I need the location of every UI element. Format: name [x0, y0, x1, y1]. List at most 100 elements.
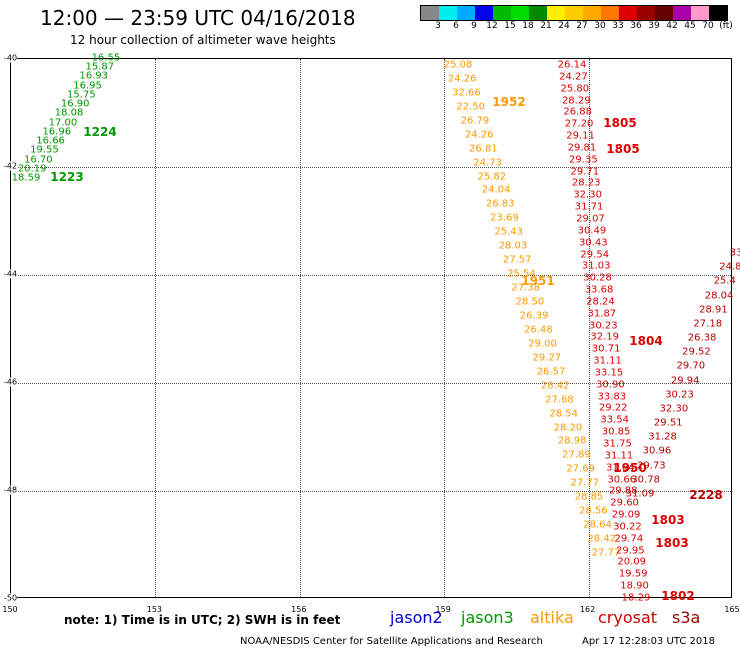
legend-label: 24 — [558, 21, 570, 31]
wave-height-label: 27.77 — [591, 547, 621, 559]
x-tick-label: 165 — [724, 605, 740, 614]
wave-height-label: 25.43 — [494, 226, 524, 238]
wave-height-label: 29.11 — [566, 130, 595, 142]
wave-height-label: 30.49 — [577, 225, 607, 237]
wave-height-label: 27.57 — [502, 254, 532, 266]
pass-time-label: 1224 — [83, 125, 117, 139]
wave-height-label: 30.23 — [588, 320, 618, 332]
wave-height-label: 28.24 — [586, 296, 615, 308]
wave-height-label: 28.64 — [583, 519, 612, 531]
grid-line — [11, 167, 731, 168]
wave-height-label: 15.75 — [67, 89, 96, 101]
wave-height-label: 29.00 — [528, 338, 557, 350]
wave-height-label: 19.59 — [618, 568, 648, 580]
grid-line — [444, 59, 446, 597]
wave-height-label: 28.54 — [549, 408, 579, 420]
wave-height-label: 25.82 — [477, 171, 507, 183]
wave-height-label: 29.88 — [608, 485, 638, 497]
wave-height-label: 30.66 — [607, 474, 637, 486]
map-plot-area — [10, 58, 732, 598]
legend-swatch — [421, 6, 439, 20]
page-title: 12:00 — 23:59 UTC 04/16/2018 — [40, 6, 356, 30]
wave-height-label: 28.23 — [571, 177, 601, 189]
wave-height-label: 24.26 — [464, 129, 494, 141]
wave-height-label: 33.83 — [597, 391, 627, 403]
wave-height-label: 31.71 — [574, 201, 604, 213]
wave-height-label: 31.03 — [581, 260, 611, 272]
wave-height-label: 25.80 — [560, 83, 590, 95]
wave-height-label: 28.85 — [574, 491, 604, 503]
y-tick-label: -42 — [4, 161, 18, 171]
wave-height-label: 25.54 — [507, 268, 536, 280]
legend-label: 45 — [684, 21, 696, 31]
wave-height-label: 22.50 — [456, 101, 485, 113]
wave-height-label: 31.75 — [603, 438, 632, 450]
x-tick-label: 150 — [2, 605, 18, 614]
pass-time-label: 1802 — [661, 589, 695, 603]
wave-height-label: 18.90 — [620, 580, 649, 592]
grid-line — [11, 383, 731, 384]
y-tick-label: -40 — [4, 53, 18, 63]
x-tick-label: 159 — [435, 605, 451, 614]
wave-height-label: 33.68 — [584, 284, 614, 296]
wave-height-label: 20.19 — [17, 163, 47, 175]
wave-height-label: 24.27 — [559, 71, 588, 83]
wave-height-label: 28.91 — [699, 304, 728, 316]
x-tick-label: 162 — [579, 605, 596, 614]
wave-height-label: 15.87 — [85, 61, 115, 73]
pass-time-label: 1950 — [613, 461, 647, 475]
wave-height-label: 16.95 — [73, 80, 102, 92]
satellite-legend-jason3: jason3 — [461, 608, 514, 627]
legend-swatch — [565, 6, 583, 20]
legend-label: 27 — [576, 21, 588, 31]
wave-height-label: 29.74 — [614, 533, 644, 545]
y-tick-label: -50 — [4, 593, 18, 603]
wave-height-label: 18.29 — [621, 592, 651, 604]
pass-time-label: 1805 — [603, 116, 637, 130]
wave-height-label: 26.81 — [469, 143, 498, 155]
wave-height-label: 31.64 — [606, 462, 635, 474]
pass-time-label: 1804 — [629, 334, 663, 348]
wave-height-label: 20.09 — [617, 556, 647, 568]
satellite-legend-s3a: s3a — [672, 608, 701, 627]
wave-height-label: 29.07 — [576, 213, 605, 225]
wave-height-label: 27.20 — [564, 118, 594, 130]
pass-time-label: 2228 — [689, 488, 723, 502]
wave-height-label: 27.68 — [545, 394, 574, 406]
grid-line — [299, 59, 301, 597]
wave-height-label: 18.59 — [11, 172, 41, 184]
wave-height-label: 28.42 — [587, 533, 617, 545]
wave-height-label: 26.14 — [557, 59, 587, 71]
legend-swatch — [511, 6, 529, 20]
wave-height-label: 30.71 — [591, 343, 621, 355]
wave-height-label: 29.60 — [610, 497, 639, 509]
grid-line — [155, 59, 157, 597]
wave-height-label: 27.69 — [566, 463, 595, 475]
color-legend — [420, 5, 728, 21]
wave-height-label: 32.19 — [590, 331, 620, 343]
wave-height-label: 28.50 — [515, 296, 545, 308]
legend-label: 3 — [435, 21, 441, 31]
wave-height-label: 26.48 — [524, 324, 553, 336]
wave-height-label: 29.09 — [611, 509, 641, 521]
wave-height-label: 16.90 — [60, 98, 90, 110]
wave-height-label: 31.11 — [593, 355, 622, 367]
wave-height-label: 27.89 — [562, 449, 591, 461]
wave-height-label: 28.03 — [498, 240, 528, 252]
pass-time-label: 1951 — [521, 274, 555, 288]
y-tick-label: -44 — [4, 269, 18, 279]
wave-height-label: 28.20 — [553, 422, 583, 433]
legend-swatch — [619, 6, 637, 20]
pass-time-label: 1803 — [651, 513, 685, 527]
legend-label: 36 — [630, 21, 642, 31]
legend-swatch — [673, 6, 691, 20]
legend-label: 12 — [486, 21, 498, 31]
x-tick-label: 156 — [291, 605, 307, 614]
wave-height-label: 27.18 — [693, 318, 723, 330]
legend-label: 21 — [540, 21, 552, 31]
legend-swatch — [601, 6, 619, 20]
legend-label: 42 — [666, 21, 678, 31]
satellite-legend-jason2: jason2 — [390, 608, 443, 627]
wave-height-label: 29.52 — [682, 346, 711, 358]
wave-height-label: 29.27 — [532, 352, 562, 364]
